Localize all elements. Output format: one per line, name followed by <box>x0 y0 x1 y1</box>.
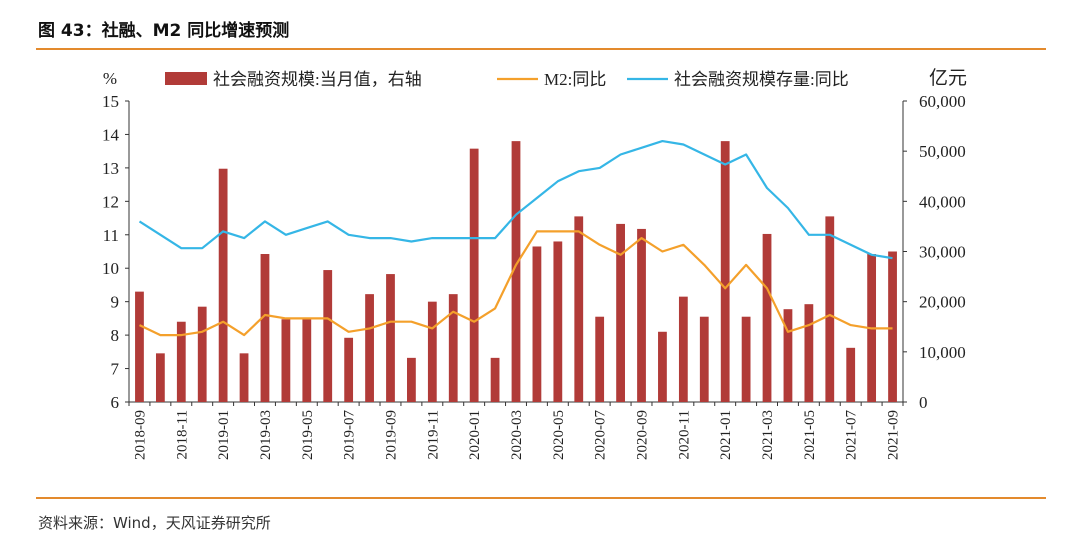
bar <box>804 304 814 402</box>
x-tick-label: 2021-09 <box>886 410 902 460</box>
bar <box>239 353 249 402</box>
stock-yoy-line <box>138 140 893 260</box>
bar <box>762 233 772 402</box>
bar <box>595 316 605 402</box>
bar <box>846 347 856 402</box>
bar <box>574 216 584 402</box>
right-tick-label: 40,000 <box>919 192 966 211</box>
bar <box>218 168 228 402</box>
right-tick-label: 60,000 <box>919 92 966 111</box>
x-tick-label: 2020-05 <box>551 410 567 460</box>
x-tick-label: 2018-11 <box>174 410 190 459</box>
left-tick-label: 14 <box>102 125 120 144</box>
right-axis-unit: 亿元 <box>929 67 967 89</box>
bar <box>448 294 458 402</box>
left-tick-label: 8 <box>111 326 120 345</box>
bar <box>386 274 395 402</box>
legend-label: 社会融资规模:当月值，右轴 <box>213 70 422 89</box>
title-divider <box>36 48 1046 50</box>
bar <box>197 306 207 402</box>
x-tick-label: 2019-05 <box>300 410 316 460</box>
bar <box>260 254 270 402</box>
right-tick-label: 10,000 <box>919 343 966 362</box>
left-tick-label: 12 <box>102 192 119 211</box>
bar <box>344 337 354 402</box>
bar <box>699 316 709 402</box>
left-tick-label: 10 <box>102 259 119 278</box>
axes: 6 7 8 9 10 11 12 13 14 15% 0 10,000 20,000 30,000 40,0… <box>102 67 967 460</box>
left-tick-label: 7 <box>111 360 120 379</box>
legend-label: 社会融资规模存量:同比 <box>674 70 849 89</box>
bar <box>825 216 835 402</box>
x-tick-label: 2019-09 <box>383 410 399 460</box>
bar <box>637 228 646 402</box>
footer-divider <box>36 497 1046 499</box>
bar <box>469 148 479 402</box>
bar <box>783 309 793 402</box>
right-tick-label: 0 <box>919 393 928 412</box>
source-note: 资料来源：Wind，天风证券研究所 <box>38 514 271 532</box>
left-axis-unit: % <box>103 69 117 88</box>
x-tick-label: 2021-07 <box>844 410 860 460</box>
x-tick-label: 2018-09 <box>132 410 148 460</box>
bar <box>511 141 521 402</box>
x-tick-label: 2019-11 <box>425 410 441 459</box>
x-tick-label: 2019-03 <box>258 410 274 460</box>
x-tick-label: 2020-07 <box>593 410 609 460</box>
bar <box>155 353 165 402</box>
bar <box>176 321 186 402</box>
x-tick-label: 2020-09 <box>635 410 651 460</box>
bar <box>616 223 625 402</box>
left-tick-label: 9 <box>111 293 120 312</box>
x-tick-label: 2021-05 <box>802 410 818 460</box>
left-tick-label: 6 <box>111 393 120 412</box>
x-tick-label: 2019-01 <box>216 410 232 460</box>
bar <box>365 294 374 402</box>
bar <box>532 246 542 402</box>
bar <box>281 319 291 402</box>
right-tick-label: 50,000 <box>919 142 966 161</box>
bar <box>302 319 312 402</box>
bar <box>490 357 500 402</box>
right-tick-label: 20,000 <box>919 293 966 312</box>
bar <box>135 291 144 402</box>
x-tick-label: 2020-01 <box>467 410 483 460</box>
m2-line <box>139 230 893 337</box>
left-tick-label: 13 <box>102 159 119 178</box>
bar <box>658 331 667 402</box>
x-tick-label: 2020-11 <box>676 410 692 459</box>
x-tick-label: 2020-03 <box>509 410 525 460</box>
x-tick-label: 2021-01 <box>718 410 734 460</box>
bar <box>553 241 563 402</box>
bar <box>678 296 688 402</box>
bar <box>427 301 437 402</box>
left-tick-label: 15 <box>102 92 119 111</box>
legend: 社会融资规模:当月值，右轴 M2:同比 社会融资规模存量:同比 <box>165 70 849 89</box>
bar <box>323 270 333 402</box>
bar <box>407 357 416 402</box>
figure-title: 图 43：社融、M2 同比增速预测 <box>38 21 290 41</box>
line-series <box>138 140 893 337</box>
legend-label: M2:同比 <box>544 70 606 89</box>
x-tick-label: 2019-07 <box>342 410 358 460</box>
bar <box>741 316 751 402</box>
x-tick-label: 2021-03 <box>760 410 776 460</box>
left-tick-label: 11 <box>103 226 119 245</box>
legend-swatch-bar <box>165 72 207 85</box>
right-tick-label: 30,000 <box>919 243 966 262</box>
bar <box>888 251 897 402</box>
bar <box>720 141 730 402</box>
bar-series <box>135 141 897 402</box>
